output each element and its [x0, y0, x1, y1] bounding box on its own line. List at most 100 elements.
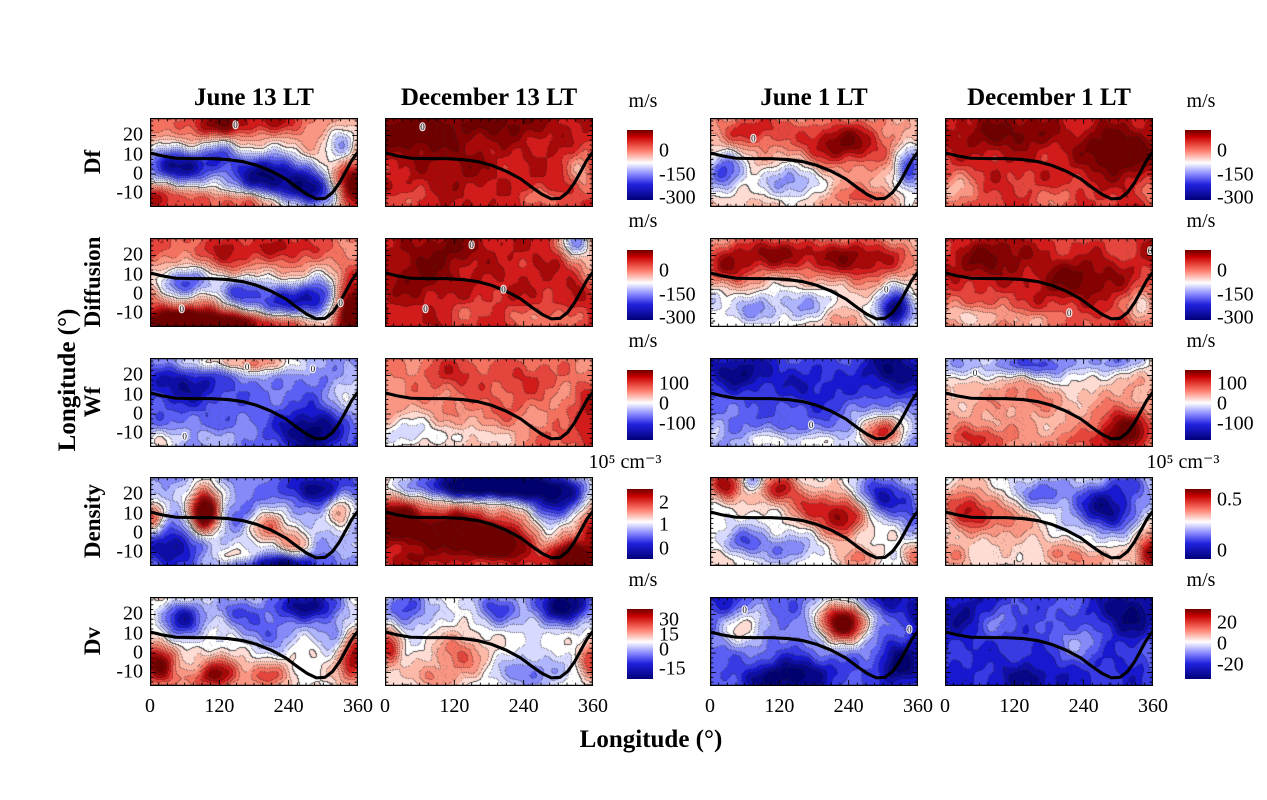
- colorbar-tick-row4-right--20: -20: [1217, 653, 1244, 676]
- contour-canvas-wf-june-13-lt: [150, 358, 358, 447]
- contour-canvas-wf-december-1-lt: [945, 358, 1153, 447]
- row-label-diffusion: Diffusion: [80, 236, 105, 328]
- row-label-density: Density: [80, 483, 105, 559]
- x-tick-label-col0-240: 240: [273, 695, 304, 717]
- colorbar-tick-row2-right--100: -100: [1217, 412, 1254, 435]
- row-label-wf: Wf: [80, 386, 105, 418]
- contour-panel-df-june-13-lt: [150, 118, 358, 207]
- x-tick-label-col2-120: 120: [764, 695, 795, 717]
- colorbar-unit-m-s-row2-left: m/s: [628, 330, 658, 352]
- colorbar-row2-left: [627, 370, 653, 440]
- contour-canvas-df-december-1-lt: [945, 118, 1153, 207]
- contour-canvas-density-june-13-lt: [150, 477, 358, 566]
- x-tick-label-col1-360: 360: [578, 695, 608, 717]
- colorbar-tick-row0-left--150: -150: [659, 163, 696, 186]
- y-axis-label: Longitude (°): [54, 308, 81, 452]
- contour-canvas-density-june-1-lt: [710, 477, 918, 566]
- contour-canvas-df-june-13-lt: [150, 118, 358, 207]
- contour-canvas-diffusion-december-13-lt: [385, 238, 593, 327]
- contour-canvas-wf-december-13-lt: [385, 358, 593, 447]
- colorbar-row3-left: [627, 489, 653, 559]
- contour-canvas-dv-june-1-lt: [710, 597, 918, 686]
- column-title-june-13-lt: June 13 LT: [194, 84, 314, 111]
- colorbar-tick-row4-right-20: 20: [1217, 611, 1237, 634]
- column-title-june-1-lt: June 1 LT: [760, 84, 868, 111]
- contour-canvas-density-december-1-lt: [945, 477, 1153, 566]
- contour-panel-wf-december-1-lt: [945, 358, 1153, 447]
- colorbar-row0-left: [627, 130, 653, 200]
- column-title-december-1-lt: December 1 LT: [967, 84, 1131, 111]
- contour-canvas-df-december-13-lt: [385, 118, 593, 207]
- colorbar-tick-row0-right--300: -300: [1217, 186, 1254, 209]
- colorbar-tick-row3-left-0: 0: [659, 537, 669, 559]
- x-tick-label-col1-0: 0: [380, 695, 390, 717]
- contour-panel-diffusion-june-13-lt: [150, 238, 358, 327]
- colorbar-unit-m-s-row1-right: m/s: [1186, 210, 1216, 232]
- y-tick-label-row1-10: 10: [123, 263, 143, 286]
- colorbar-tick-row0-left--300: -300: [659, 186, 696, 209]
- contour-canvas-diffusion-december-1-lt: [945, 238, 1153, 327]
- x-tick-label-col3-360: 360: [1138, 695, 1168, 717]
- y-tick-label-row0-0: 0: [133, 162, 143, 185]
- colorbar-row0-right: [1185, 130, 1211, 200]
- contour-canvas-dv-december-13-lt: [385, 597, 593, 686]
- x-tick-label-col2-360: 360: [903, 695, 933, 717]
- colorbar-tick-row0-right-0: 0: [1217, 139, 1227, 162]
- colorbar-unit-m-s-row4-left: m/s: [628, 569, 658, 591]
- colorbar-tick-row2-left-100: 100: [659, 372, 689, 395]
- x-tick-label-col2-0: 0: [705, 695, 715, 717]
- contour-panel-dv-june-13-lt: [150, 597, 358, 686]
- colorbar-tick-row1-right-0: 0: [1217, 259, 1227, 282]
- x-tick-label-col1-240: 240: [508, 695, 539, 717]
- colorbar-tick-row3-left-2: 2: [659, 491, 669, 514]
- y-tick-label-row0-10: 10: [123, 143, 143, 166]
- contour-panel-dv-december-1-lt: [945, 597, 1153, 686]
- contour-canvas-df-june-1-lt: [710, 118, 918, 207]
- colorbar-tick-row4-right-0: 0: [1217, 632, 1227, 655]
- colorbar-tick-row2-left-0: 0: [659, 392, 669, 415]
- colorbar-tick-row3-right-0: 0: [1217, 539, 1227, 562]
- y-tick-label-row4-10: 10: [123, 622, 143, 645]
- colorbar-row2-right: [1185, 370, 1211, 440]
- colorbar-row3-right: [1185, 489, 1211, 559]
- colorbar-row1-right: [1185, 250, 1211, 320]
- colorbar-tick-row2-right-0: 0: [1217, 392, 1227, 415]
- y-tick-label-row2-20: 20: [123, 363, 143, 386]
- colorbar-unit-m-s-row0-right: m/s: [1186, 90, 1216, 112]
- contour-panel-diffusion-june-1-lt: [710, 238, 918, 327]
- contour-panel-df-june-1-lt: [710, 118, 918, 207]
- colorbar-unit-m-s-row0-left: m/s: [628, 90, 658, 112]
- contour-panel-density-june-1-lt: [710, 477, 918, 566]
- x-axis-label: Longitude (°): [579, 726, 723, 753]
- colorbar-tick-row0-right--150: -150: [1217, 163, 1254, 186]
- colorbar-unit-m-s-row2-right: m/s: [1186, 330, 1216, 352]
- x-tick-label-col1-120: 120: [439, 695, 470, 717]
- colorbar-unit-m-s-row4-right: m/s: [1186, 569, 1216, 591]
- contour-canvas-wf-june-1-lt: [710, 358, 918, 447]
- x-tick-label-col3-120: 120: [999, 695, 1030, 717]
- colorbar-tick-row4-left-0: 0: [659, 638, 669, 661]
- colorbar-tick-row0-left-0: 0: [659, 139, 669, 162]
- x-tick-label-col3-0: 0: [940, 695, 950, 717]
- y-tick-label-row1--10: -10: [116, 301, 143, 324]
- colorbar-unit-10-cm--row3-left: 10⁵ cm⁻³: [588, 451, 662, 473]
- y-tick-label-row2-10: 10: [123, 383, 143, 406]
- column-title-december-13-lt: December 13 LT: [400, 84, 578, 111]
- x-tick-label-col0-0: 0: [145, 695, 155, 717]
- colorbar-tick-row3-left-1: 1: [659, 513, 669, 536]
- contour-canvas-density-december-13-lt: [385, 477, 593, 566]
- colorbar-row4-left: [627, 609, 653, 679]
- colorbar-tick-row1-left--300: -300: [659, 306, 696, 329]
- contour-panel-dv-june-1-lt: [710, 597, 918, 686]
- colorbar-row1-left: [627, 250, 653, 320]
- colorbar-tick-row1-left--150: -150: [659, 283, 696, 306]
- y-tick-label-row3--10: -10: [116, 540, 143, 563]
- contour-panel-wf-june-13-lt: [150, 358, 358, 447]
- y-tick-label-row4-20: 20: [123, 602, 143, 625]
- contour-panel-wf-december-13-lt: [385, 358, 593, 447]
- contour-panel-wf-june-1-lt: [710, 358, 918, 447]
- contour-canvas-diffusion-june-1-lt: [710, 238, 918, 327]
- x-tick-label-col2-240: 240: [833, 695, 864, 717]
- colorbar-tick-row2-right-100: 100: [1217, 372, 1247, 395]
